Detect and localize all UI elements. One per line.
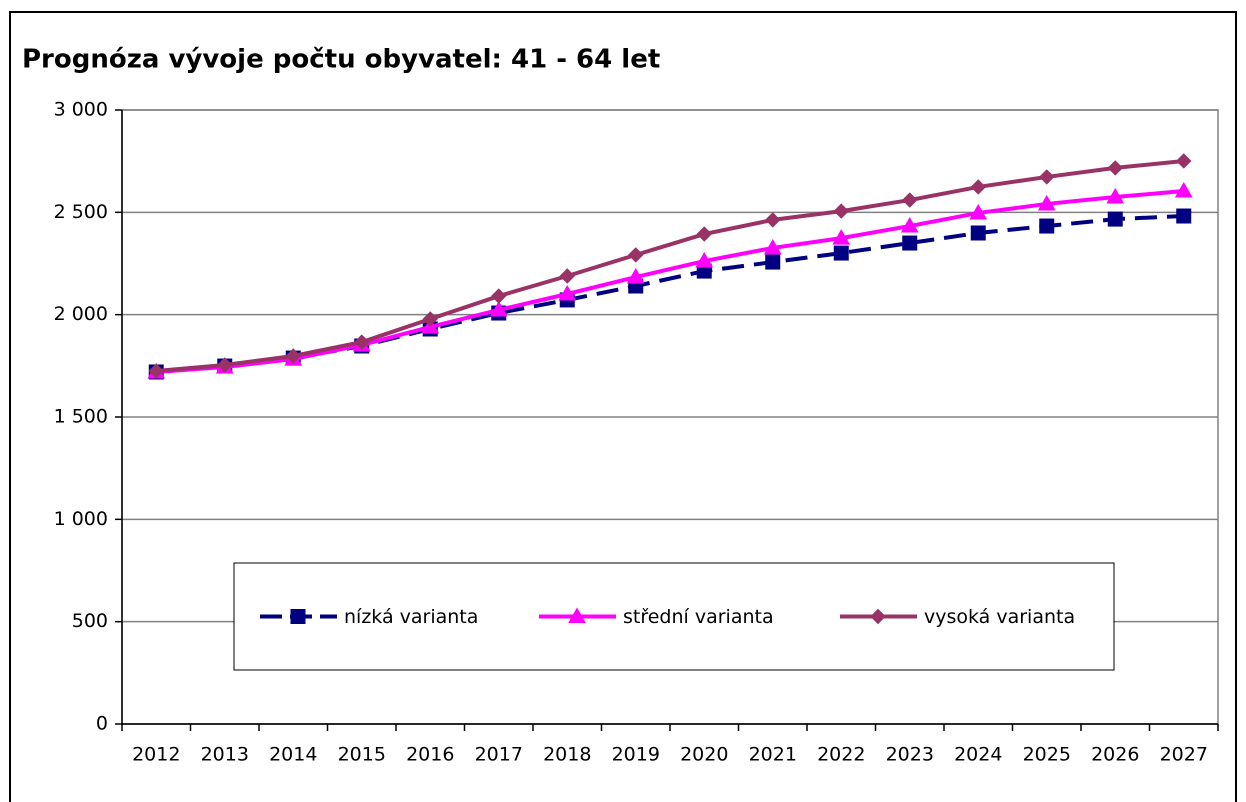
marker	[765, 212, 781, 228]
x-tick-label: 2012	[132, 744, 180, 766]
marker	[628, 247, 644, 263]
x-tick-label: 2027	[1160, 744, 1208, 766]
marker	[354, 334, 370, 350]
series-line	[156, 189, 1184, 374]
x-tick-label: 2026	[1091, 744, 1139, 766]
marker	[559, 268, 575, 284]
legend: nízká varianta střední varianta vysoká var…	[233, 562, 1115, 671]
marker	[422, 311, 438, 327]
y-tick-label: 1 000	[54, 508, 108, 530]
marker	[969, 203, 988, 220]
marker	[900, 217, 919, 233]
marker	[290, 609, 306, 624]
marker	[1037, 194, 1056, 211]
x-tick-label: 2020	[680, 744, 728, 766]
marker	[832, 229, 851, 245]
chart-title: Prognóza vývoje počtu obyvatel: 41 - 64 …	[22, 45, 660, 75]
x-tick-label: 2019	[612, 744, 660, 766]
marker	[626, 268, 645, 284]
marker	[970, 225, 986, 241]
marker	[833, 203, 849, 219]
marker	[489, 300, 508, 317]
marker	[1107, 160, 1123, 176]
marker	[833, 245, 849, 261]
x-tick-label: 2014	[269, 744, 317, 766]
x-tick-label: 2016	[406, 744, 454, 766]
x-tick-label: 2015	[338, 744, 386, 766]
y-tick-label: 1 500	[54, 406, 108, 428]
marker	[1176, 153, 1192, 169]
y-tick-label: 2 000	[54, 303, 108, 325]
marker	[763, 238, 782, 255]
x-tick-label: 2013	[201, 744, 249, 766]
marker	[558, 284, 577, 301]
series-line	[156, 158, 1184, 373]
marker	[902, 192, 918, 208]
marker	[1176, 208, 1192, 224]
y-tick-label: 500	[72, 610, 108, 632]
legend-label: vysoká varianta	[924, 606, 1075, 628]
x-tick-label: 2018	[543, 744, 591, 766]
marker	[285, 348, 301, 364]
chart-frame	[9, 11, 1237, 802]
legend-box	[233, 562, 1115, 671]
x-tick-label: 2017	[475, 744, 523, 766]
marker	[902, 235, 918, 251]
marker	[568, 607, 586, 623]
marker	[765, 254, 781, 270]
marker	[1039, 218, 1055, 234]
x-tick-label: 2021	[749, 744, 797, 766]
marker	[1039, 169, 1055, 185]
x-tick-label: 2025	[1023, 744, 1071, 766]
y-tick-label: 2 500	[54, 201, 108, 223]
marker	[217, 357, 233, 373]
marker	[970, 179, 986, 195]
legend-label: nízká varianta	[344, 606, 478, 628]
marker	[1106, 187, 1125, 204]
marker	[870, 608, 886, 625]
marker	[1107, 211, 1123, 227]
marker	[696, 226, 712, 242]
y-tick-label: 0	[96, 713, 108, 735]
marker	[695, 252, 714, 268]
x-tick-label: 2022	[817, 744, 865, 766]
marker	[491, 288, 507, 304]
legend-label: střední varianta	[623, 606, 774, 628]
marker	[148, 363, 164, 379]
marker	[1174, 182, 1193, 198]
x-tick-label: 2023	[886, 744, 934, 766]
y-tick-label: 3 000	[54, 99, 108, 121]
x-tick-label: 2024	[954, 744, 1002, 766]
